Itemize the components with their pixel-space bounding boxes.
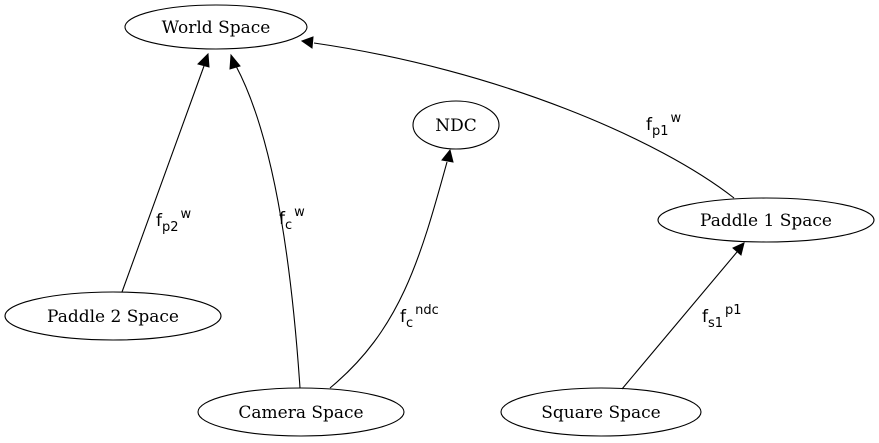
node-camera-space: Camera Space bbox=[197, 387, 405, 437]
edge-camera-to-ndc-arrowhead bbox=[441, 148, 454, 163]
node-paddle-1-space: Paddle 1 Space bbox=[657, 197, 875, 243]
edge-label-subscript: s1 bbox=[708, 316, 723, 331]
edge-camera-to-ndc-line bbox=[329, 161, 448, 389]
edge-label-subscript: c bbox=[285, 218, 292, 233]
node-paddle-2-space: Paddle 2 Space bbox=[4, 291, 222, 341]
edge-label-superscript: p1 bbox=[725, 303, 742, 318]
edge-label-subscript: c bbox=[406, 316, 413, 331]
node-camera-space-label: Camera Space bbox=[238, 403, 363, 423]
edge-camera-to-world-label: fcw bbox=[279, 205, 305, 233]
edge-label-base: f bbox=[702, 307, 709, 327]
edge-camera-to-world: fcw bbox=[229, 53, 305, 389]
node-world-space-label: World Space bbox=[162, 18, 271, 38]
node-paddle-1-space-label: Paddle 1 Space bbox=[700, 211, 832, 231]
edge-label-superscript: ndc bbox=[415, 303, 439, 318]
edge-label-subscript: p2 bbox=[162, 220, 179, 235]
edge-camera-to-ndc-label: fcndc bbox=[400, 303, 439, 331]
node-paddle-2-space-label: Paddle 2 Space bbox=[47, 307, 179, 327]
edge-label-base: f bbox=[646, 115, 653, 135]
edge-square-to-paddle1-label: fs1p1 bbox=[702, 303, 742, 331]
edge-label-base: f bbox=[400, 307, 407, 327]
node-ndc: NDC bbox=[412, 100, 500, 150]
node-ndc-ellipse bbox=[412, 100, 500, 150]
node-camera-space-ellipse bbox=[197, 387, 405, 437]
edge-paddle1-to-world-arrowhead bbox=[300, 36, 314, 49]
node-square-space-ellipse bbox=[500, 387, 702, 437]
edge-label-superscript: w bbox=[181, 207, 192, 222]
edge-paddle1-to-world: fp1w bbox=[300, 36, 735, 199]
edge-paddle2-to-world: fp2w bbox=[121, 52, 210, 293]
edge-camera-to-ndc: fcndc bbox=[329, 148, 454, 389]
edge-label-base: f bbox=[156, 211, 163, 231]
edge-label-superscript: w bbox=[671, 111, 682, 126]
edge-paddle2-to-world-label: fp2w bbox=[156, 207, 192, 235]
edge-paddle1-to-world-line bbox=[313, 42, 735, 199]
node-square-space-label: Square Space bbox=[541, 403, 660, 423]
edge-square-to-paddle1-line bbox=[621, 251, 738, 390]
node-square-space: Square Space bbox=[500, 387, 702, 437]
edge-paddle2-to-world-line bbox=[121, 65, 205, 293]
node-paddle-1-space-ellipse bbox=[657, 197, 875, 243]
edge-label-base: f bbox=[279, 209, 286, 229]
edge-square-to-paddle1-arrowhead bbox=[732, 242, 745, 256]
edge-label-superscript: w bbox=[294, 205, 305, 220]
edge-camera-to-world-line bbox=[235, 65, 301, 389]
node-world-space-ellipse bbox=[124, 4, 308, 50]
node-ndc-label: NDC bbox=[435, 116, 477, 136]
edge-paddle2-to-world-arrowhead bbox=[197, 52, 210, 68]
edge-square-to-paddle1: fs1p1 bbox=[621, 242, 745, 390]
node-paddle-2-space-ellipse bbox=[4, 291, 222, 341]
node-world-space: World Space bbox=[124, 4, 308, 50]
edge-label-subscript: p1 bbox=[652, 124, 669, 139]
edge-paddle1-to-world-label: fp1w bbox=[646, 111, 682, 139]
edge-camera-to-world-arrowhead bbox=[229, 53, 241, 70]
